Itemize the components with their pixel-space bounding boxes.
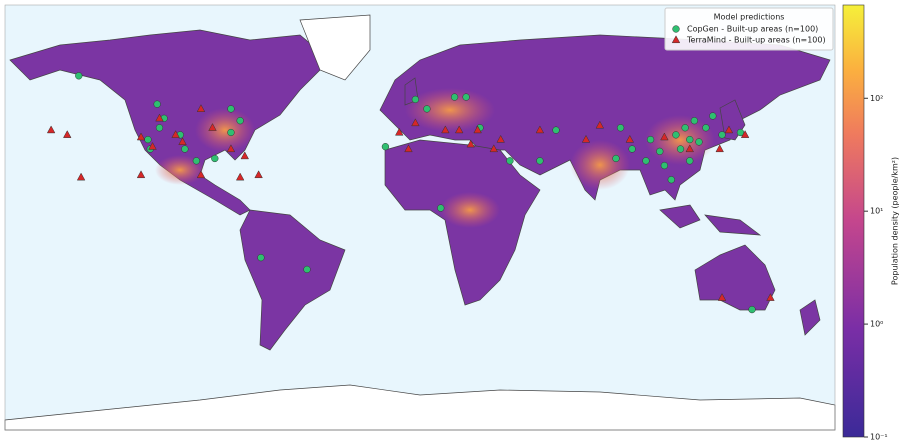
triangle-marker bbox=[46, 125, 56, 134]
circle-marker bbox=[690, 117, 699, 125]
triangle-marker bbox=[740, 130, 750, 138]
triangle-marker bbox=[63, 130, 72, 138]
triangle-marker bbox=[466, 139, 475, 148]
circle-marker bbox=[646, 135, 655, 144]
circle-marker bbox=[612, 154, 620, 163]
circle-marker bbox=[642, 157, 650, 165]
circle-marker bbox=[381, 143, 390, 151]
triangle-marker bbox=[196, 104, 206, 112]
triangle-marker bbox=[660, 132, 669, 141]
triangle-marker bbox=[473, 125, 482, 134]
circle-marker bbox=[667, 176, 675, 184]
markers bbox=[46, 72, 775, 314]
circle-marker bbox=[437, 204, 445, 212]
circle-marker bbox=[181, 145, 189, 153]
triangle-marker bbox=[581, 134, 591, 143]
triangle-marker bbox=[136, 170, 146, 179]
triangle-marker bbox=[625, 134, 635, 143]
circle-marker bbox=[628, 145, 636, 153]
circle-marker bbox=[748, 305, 756, 314]
circle-marker bbox=[695, 138, 703, 146]
triangle-marker bbox=[595, 120, 605, 129]
triangle-marker bbox=[208, 123, 217, 131]
circle-marker bbox=[450, 93, 459, 101]
circle-marker bbox=[686, 157, 694, 165]
triangle-marker bbox=[395, 127, 404, 136]
circle-marker bbox=[506, 157, 514, 165]
circle-marker bbox=[227, 105, 235, 113]
circle-marker bbox=[75, 72, 83, 80]
colorbar-label: Population density (people/km²) bbox=[891, 157, 900, 285]
circle-marker bbox=[257, 253, 265, 262]
triangle-marker bbox=[76, 172, 86, 181]
circle-marker bbox=[303, 265, 311, 274]
circle-marker bbox=[227, 128, 235, 137]
circle-marker bbox=[411, 95, 420, 104]
circle-marker bbox=[153, 100, 161, 108]
triangle-marker bbox=[766, 293, 775, 301]
triangle-marker bbox=[171, 130, 180, 138]
triangle-marker bbox=[155, 113, 164, 122]
triangle-marker bbox=[196, 170, 206, 179]
colorbar bbox=[842, 4, 865, 438]
triangle-marker bbox=[685, 144, 694, 153]
triangle-marker bbox=[136, 132, 146, 141]
circle-marker bbox=[462, 93, 470, 101]
triangle-marker bbox=[178, 137, 187, 145]
triangle-marker bbox=[254, 170, 263, 179]
circle-marker bbox=[681, 124, 689, 132]
triangle-marker bbox=[441, 125, 450, 134]
colorbar-tick-label: 10⁻¹ bbox=[870, 433, 888, 442]
legend-label: CopGen - Built-up areas (n=100) bbox=[687, 25, 818, 34]
triangle-marker bbox=[535, 125, 545, 134]
legend-label: TerraMind - Built-up areas (n=100) bbox=[686, 36, 826, 45]
triangle-marker bbox=[411, 118, 420, 127]
circle-marker bbox=[423, 105, 431, 113]
legend: Model predictions bbox=[664, 7, 834, 51]
circle-marker bbox=[702, 124, 710, 132]
triangle-marker bbox=[724, 125, 734, 134]
triangle-marker bbox=[489, 144, 498, 153]
triangle-marker bbox=[715, 144, 724, 153]
colorbar-tick-label: 10⁰ bbox=[870, 320, 883, 329]
legend-box bbox=[664, 7, 834, 51]
triangle-marker bbox=[454, 125, 464, 134]
circle-marker bbox=[686, 135, 694, 144]
circle-marker bbox=[536, 157, 544, 165]
circle-marker bbox=[709, 112, 717, 120]
circle-marker bbox=[211, 154, 219, 163]
triangle-marker bbox=[148, 141, 157, 150]
circle-marker bbox=[616, 124, 625, 132]
land bbox=[9, 29, 831, 351]
legend-marker bbox=[671, 35, 681, 44]
circle-marker bbox=[236, 117, 244, 125]
triangle-marker bbox=[496, 134, 505, 143]
circle-marker bbox=[656, 147, 664, 156]
colorbar-tick-label: 10¹ bbox=[870, 207, 883, 216]
triangle-marker bbox=[226, 144, 236, 153]
greenland bbox=[299, 14, 371, 81]
legend-marker bbox=[672, 25, 680, 33]
legend-title: Model predictions bbox=[714, 13, 785, 22]
colorbar-tick-label: 10² bbox=[870, 94, 883, 103]
circle-marker bbox=[660, 161, 669, 170]
circle-marker bbox=[672, 131, 680, 139]
circle-marker bbox=[155, 124, 164, 132]
triangle-marker bbox=[717, 293, 727, 301]
map-frame bbox=[4, 4, 836, 431]
circle-marker bbox=[144, 135, 152, 144]
circle-marker bbox=[718, 131, 726, 139]
triangle-marker bbox=[240, 151, 249, 160]
circle-marker bbox=[192, 157, 201, 165]
triangle-marker bbox=[404, 144, 413, 153]
circle-marker bbox=[552, 126, 560, 134]
circle-marker bbox=[676, 145, 685, 153]
triangle-marker bbox=[235, 172, 245, 181]
